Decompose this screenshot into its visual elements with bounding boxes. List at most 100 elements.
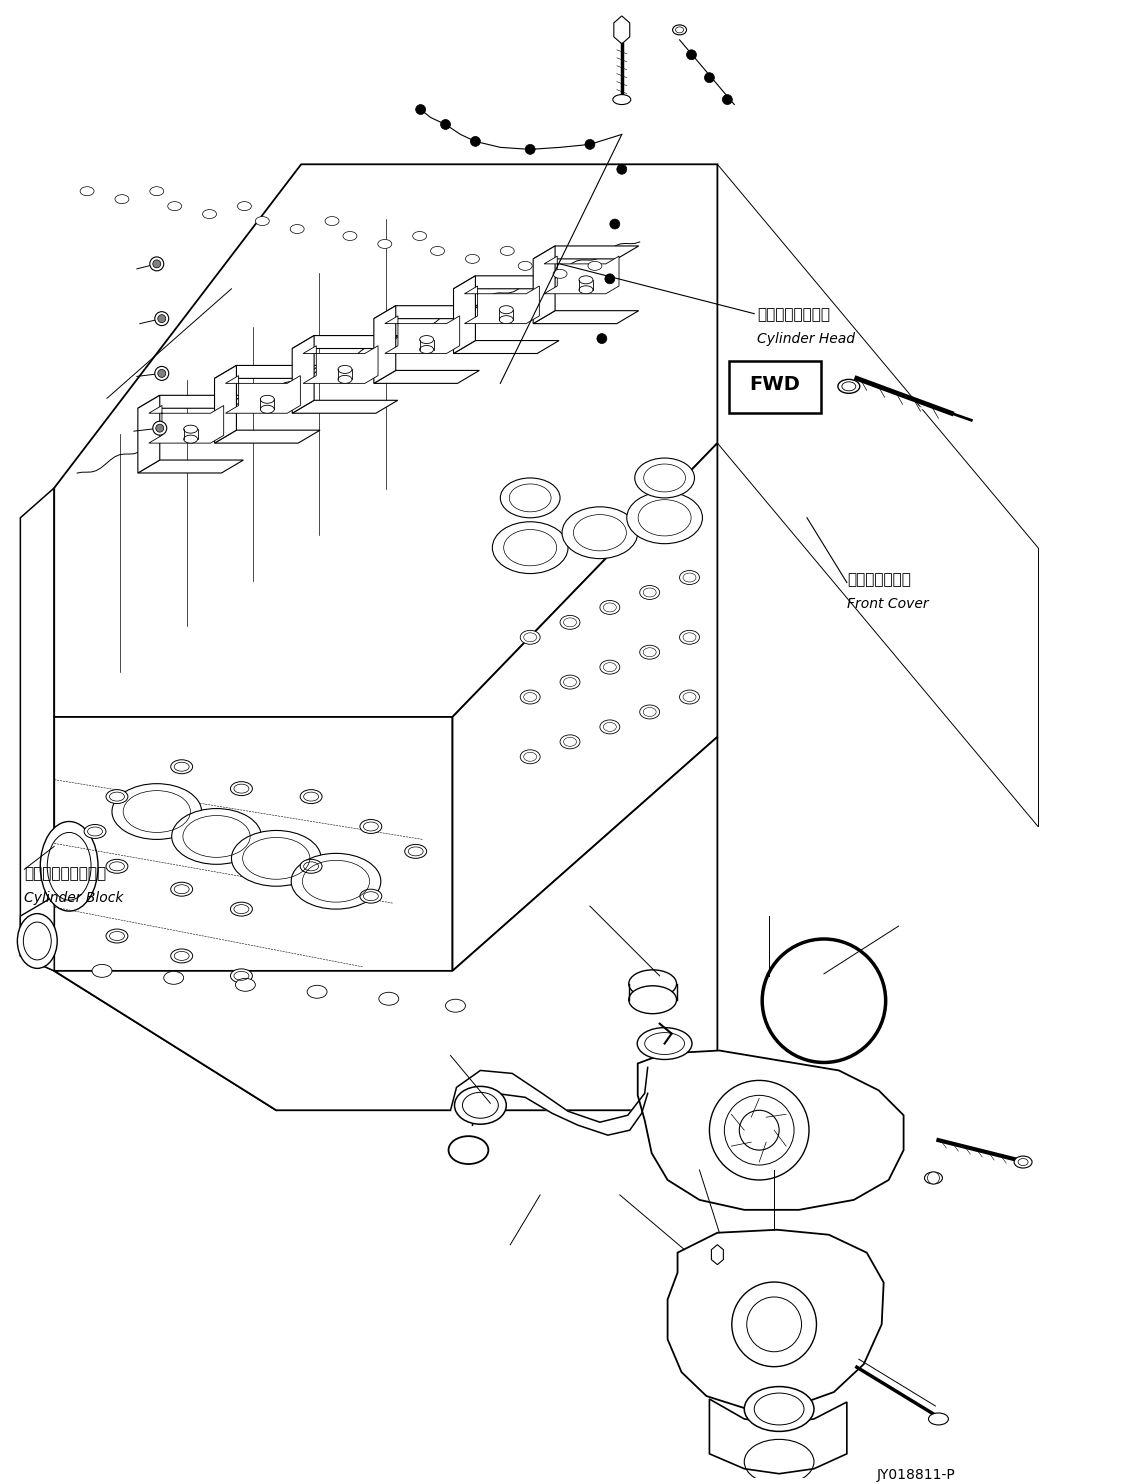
Polygon shape — [374, 306, 396, 383]
Polygon shape — [214, 430, 320, 444]
Ellipse shape — [172, 809, 262, 864]
Circle shape — [470, 137, 481, 147]
Circle shape — [158, 370, 165, 377]
Ellipse shape — [112, 784, 202, 840]
Ellipse shape — [562, 508, 638, 558]
Ellipse shape — [640, 705, 660, 718]
Polygon shape — [54, 165, 717, 717]
Polygon shape — [533, 246, 639, 258]
Ellipse shape — [600, 601, 619, 614]
FancyBboxPatch shape — [729, 362, 821, 413]
Ellipse shape — [499, 306, 513, 313]
Ellipse shape — [360, 889, 382, 904]
Polygon shape — [21, 488, 54, 971]
Polygon shape — [214, 365, 236, 444]
Circle shape — [596, 334, 607, 343]
Ellipse shape — [80, 187, 94, 196]
Ellipse shape — [837, 380, 860, 393]
Ellipse shape — [420, 346, 434, 353]
Ellipse shape — [454, 1086, 506, 1125]
Ellipse shape — [171, 760, 193, 773]
Ellipse shape — [231, 782, 252, 795]
Ellipse shape — [629, 971, 677, 997]
Ellipse shape — [445, 999, 466, 1012]
Ellipse shape — [579, 286, 593, 294]
Ellipse shape — [638, 1027, 692, 1060]
Ellipse shape — [171, 948, 193, 963]
Ellipse shape — [291, 853, 381, 910]
Polygon shape — [374, 371, 479, 383]
Text: Front Cover: Front Cover — [846, 598, 928, 611]
Polygon shape — [453, 276, 475, 353]
Polygon shape — [138, 395, 243, 408]
Ellipse shape — [115, 194, 128, 203]
Ellipse shape — [338, 365, 352, 374]
Circle shape — [704, 73, 715, 83]
Ellipse shape — [92, 965, 112, 978]
Polygon shape — [533, 310, 639, 324]
Circle shape — [156, 424, 164, 432]
Ellipse shape — [679, 690, 700, 703]
Ellipse shape — [924, 1172, 943, 1184]
Ellipse shape — [231, 902, 252, 916]
Ellipse shape — [521, 631, 540, 644]
Polygon shape — [374, 306, 479, 319]
Ellipse shape — [377, 239, 392, 248]
Ellipse shape — [256, 217, 270, 226]
Ellipse shape — [579, 276, 593, 283]
Ellipse shape — [17, 914, 57, 969]
Circle shape — [763, 939, 885, 1063]
Ellipse shape — [150, 187, 164, 196]
Ellipse shape — [430, 246, 445, 255]
Ellipse shape — [500, 478, 560, 518]
Polygon shape — [54, 738, 717, 1110]
Ellipse shape — [325, 217, 340, 226]
Ellipse shape — [560, 616, 580, 629]
Circle shape — [723, 95, 732, 104]
Polygon shape — [668, 1230, 883, 1408]
Ellipse shape — [588, 261, 602, 270]
Polygon shape — [453, 276, 559, 289]
Ellipse shape — [679, 631, 700, 644]
Ellipse shape — [1014, 1156, 1032, 1168]
Ellipse shape — [600, 660, 619, 674]
Polygon shape — [384, 316, 460, 353]
Polygon shape — [453, 444, 717, 971]
Circle shape — [415, 104, 426, 114]
Ellipse shape — [260, 405, 274, 413]
Polygon shape — [214, 365, 320, 378]
Circle shape — [525, 144, 536, 154]
Ellipse shape — [167, 202, 181, 211]
Ellipse shape — [301, 859, 322, 873]
Ellipse shape — [338, 375, 352, 383]
Ellipse shape — [40, 822, 97, 911]
Ellipse shape — [106, 789, 128, 803]
Polygon shape — [292, 401, 398, 413]
Circle shape — [610, 220, 619, 229]
Polygon shape — [711, 1245, 724, 1264]
Ellipse shape — [84, 825, 106, 838]
Circle shape — [155, 367, 169, 380]
Ellipse shape — [171, 883, 193, 896]
Circle shape — [153, 421, 166, 435]
Ellipse shape — [672, 25, 687, 34]
Text: シリンダーヘッド: シリンダーヘッド — [757, 307, 830, 322]
Text: フロントカバー: フロントカバー — [846, 573, 911, 588]
Circle shape — [440, 120, 451, 129]
Text: Cylinder Head: Cylinder Head — [757, 331, 856, 346]
Ellipse shape — [184, 435, 197, 444]
Circle shape — [928, 1172, 939, 1184]
Ellipse shape — [640, 646, 660, 659]
Ellipse shape — [518, 261, 532, 270]
Ellipse shape — [237, 202, 251, 211]
Polygon shape — [138, 395, 159, 473]
Text: FWD: FWD — [750, 375, 801, 393]
Ellipse shape — [184, 426, 197, 433]
Polygon shape — [138, 460, 243, 473]
Ellipse shape — [634, 459, 694, 497]
Ellipse shape — [629, 985, 677, 1014]
Ellipse shape — [420, 335, 434, 343]
Polygon shape — [149, 405, 224, 444]
Ellipse shape — [521, 690, 540, 703]
Ellipse shape — [290, 224, 304, 233]
